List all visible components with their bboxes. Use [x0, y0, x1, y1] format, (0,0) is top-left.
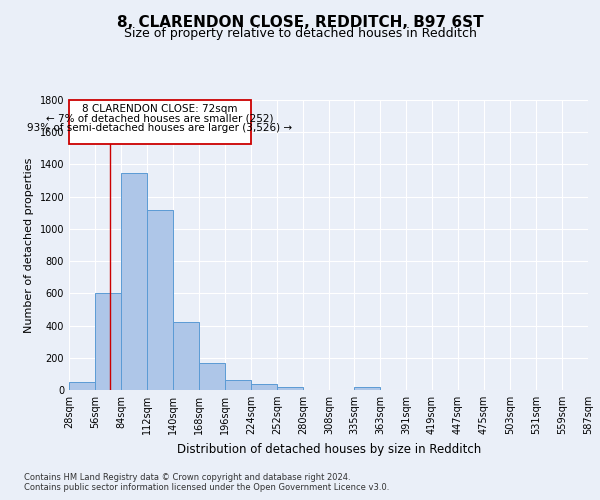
Bar — [95, 294, 121, 390]
Bar — [199, 362, 225, 390]
Bar — [225, 380, 251, 390]
Bar — [173, 322, 199, 390]
Text: 8, CLARENDON CLOSE, REDDITCH, B97 6ST: 8, CLARENDON CLOSE, REDDITCH, B97 6ST — [116, 15, 484, 30]
Y-axis label: Number of detached properties: Number of detached properties — [24, 158, 34, 332]
Bar — [121, 172, 147, 390]
Text: 8 CLARENDON CLOSE: 72sqm: 8 CLARENDON CLOSE: 72sqm — [82, 104, 238, 114]
Text: 93% of semi-detached houses are larger (3,526) →: 93% of semi-detached houses are larger (… — [28, 124, 293, 134]
Text: Size of property relative to detached houses in Redditch: Size of property relative to detached ho… — [124, 28, 476, 40]
Text: Contains public sector information licensed under the Open Government Licence v3: Contains public sector information licen… — [24, 484, 389, 492]
Bar — [251, 384, 277, 390]
Bar — [354, 387, 380, 390]
Bar — [147, 210, 173, 390]
Bar — [69, 100, 251, 144]
Text: Distribution of detached houses by size in Redditch: Distribution of detached houses by size … — [176, 442, 481, 456]
Bar — [277, 387, 303, 390]
Text: Contains HM Land Registry data © Crown copyright and database right 2024.: Contains HM Land Registry data © Crown c… — [24, 472, 350, 482]
Bar — [69, 382, 95, 390]
Text: ← 7% of detached houses are smaller (252): ← 7% of detached houses are smaller (252… — [46, 114, 274, 124]
